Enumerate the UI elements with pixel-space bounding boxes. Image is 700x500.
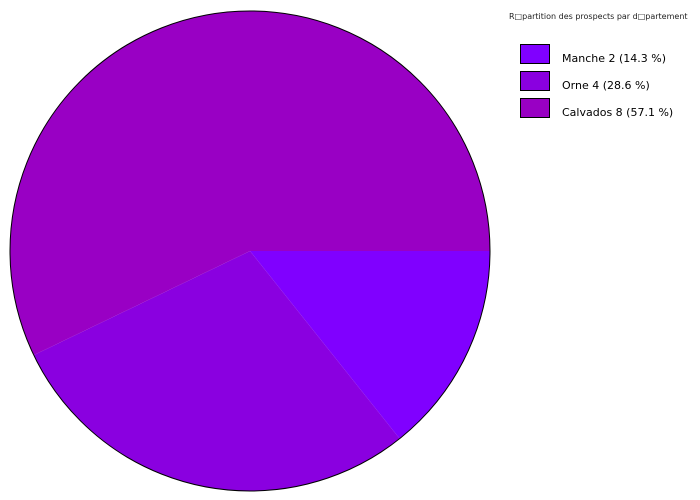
pie-slice-manche [250,251,490,439]
legend-item-orne: Orne 4 (28.6 %) [520,67,673,94]
legend-item-manche: Manche 2 (14.3 %) [520,40,673,67]
pie-slice-orne [33,251,400,491]
chart-title: R□partition des prospects par d□partemen… [509,12,688,21]
legend-swatch [520,43,550,64]
legend-label: Orne 4 (28.6 %) [562,79,650,92]
legend-item-calvados: Calvados 8 (57.1 %) [520,94,673,121]
legend-swatch [520,70,550,91]
legend-label: Calvados 8 (57.1 %) [562,106,674,119]
legend: Manche 2 (14.3 %) Orne 4 (28.6 %) Calvad… [520,40,673,121]
legend-swatch [520,97,550,118]
legend-label: Manche 2 (14.3 %) [562,52,667,65]
pie-outline [9,10,491,492]
pie-slice-calvados [10,11,490,356]
